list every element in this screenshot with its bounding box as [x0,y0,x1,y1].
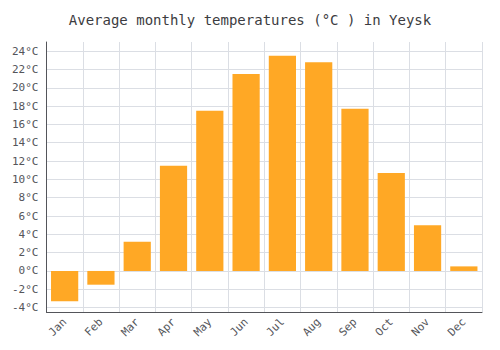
svg-text:Dec: Dec [445,316,468,339]
svg-text:24°C: 24°C [12,45,39,58]
svg-text:Jan: Jan [46,316,69,339]
svg-text:May: May [191,315,214,338]
svg-text:18°C: 18°C [12,100,39,113]
svg-text:6°C: 6°C [19,210,39,223]
svg-text:10°C: 10°C [12,173,39,186]
svg-text:2°C: 2°C [19,246,39,259]
svg-text:-4°C: -4°C [12,301,39,314]
svg-text:16°C: 16°C [12,118,39,131]
svg-text:Jun: Jun [227,316,250,339]
svg-text:Mar: Mar [119,315,142,338]
svg-text:12°C: 12°C [12,155,39,168]
svg-text:14°C: 14°C [12,136,39,149]
svg-text:Average monthly temperatures (: Average monthly temperatures (°C ) in Ye… [69,12,432,28]
svg-text:Sep: Sep [336,316,359,339]
svg-text:Nov: Nov [409,315,432,338]
svg-text:0°C: 0°C [19,264,39,277]
svg-text:4°C: 4°C [19,228,39,241]
svg-text:20°C: 20°C [12,81,39,94]
svg-text:22°C: 22°C [12,63,39,76]
svg-text:8°C: 8°C [19,191,39,204]
svg-text:-2°C: -2°C [12,283,39,296]
svg-text:Jul: Jul [264,316,287,339]
svg-text:Apr: Apr [155,315,178,338]
svg-text:Aug: Aug [300,316,323,339]
svg-text:Oct: Oct [373,316,396,339]
svg-text:Feb: Feb [82,316,105,339]
